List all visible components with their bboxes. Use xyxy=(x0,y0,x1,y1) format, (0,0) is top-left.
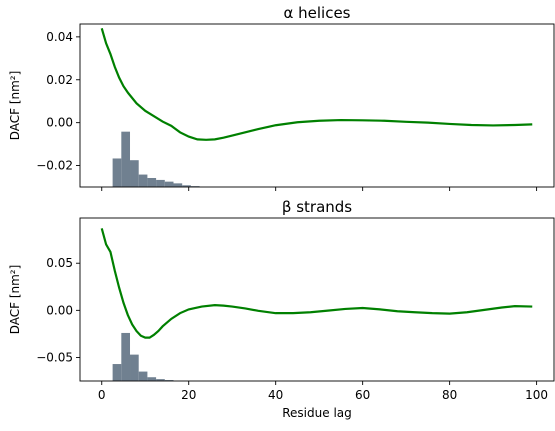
histogram-bars xyxy=(112,332,174,381)
histogram-bar xyxy=(121,332,131,381)
panel-beta-strands: β strands 0.05 0.00 −0.05 0 20 40 60 80 100 DAC… xyxy=(8,198,555,420)
y-tick-label: 0.00 xyxy=(46,116,73,130)
histogram-bar xyxy=(147,177,157,187)
y-tick-label: −0.02 xyxy=(36,159,73,173)
y-tick-label: 0.00 xyxy=(46,303,73,317)
histogram-bar xyxy=(112,158,122,187)
x-tick-label: 60 xyxy=(355,388,370,402)
y-axis-label: DACF [nm²] xyxy=(8,265,22,335)
histogram-bar xyxy=(164,181,174,187)
y-axis: 0.04 0.02 0.00 −0.02 xyxy=(36,30,80,173)
panel-alpha-helices: α helices 0.04 0.02 0.00 −0.02 DACF [nm²] xyxy=(8,4,555,191)
y-axis: 0.05 0.00 −0.05 xyxy=(36,256,80,364)
y-axis-label: DACF [nm²] xyxy=(8,71,22,141)
plot-frame xyxy=(79,217,555,382)
histogram-bar xyxy=(121,131,131,187)
series-line xyxy=(100,27,533,141)
x-tick-label: 80 xyxy=(442,388,457,402)
y-tick-label: 0.02 xyxy=(46,73,73,87)
chart-title: α helices xyxy=(283,4,350,22)
x-axis-label: Residue lag xyxy=(282,406,352,420)
y-tick-label: 0.05 xyxy=(46,256,73,270)
histogram-bar xyxy=(130,160,139,187)
histogram-bar xyxy=(138,174,148,187)
histogram-bar xyxy=(147,377,157,381)
histogram-bar xyxy=(164,380,174,381)
series-line xyxy=(100,228,533,339)
x-axis xyxy=(101,187,538,191)
chart-title: β strands xyxy=(282,198,352,216)
y-tick-label: −0.05 xyxy=(36,350,73,364)
histogram-bar xyxy=(182,185,191,187)
x-tick-label: 40 xyxy=(268,388,283,402)
y-tick-label: 0.04 xyxy=(46,30,73,44)
x-axis: 0 20 40 60 80 100 xyxy=(98,381,548,402)
plot-frame xyxy=(79,23,555,188)
x-tick-label: 20 xyxy=(181,388,196,402)
histogram-bar xyxy=(173,183,183,187)
x-tick-label: 100 xyxy=(525,388,548,402)
histogram-bar xyxy=(138,371,148,381)
histogram-bar xyxy=(156,179,165,187)
x-tick-label: 0 xyxy=(98,388,106,402)
histogram-bar xyxy=(112,364,122,381)
histogram-bar xyxy=(156,379,165,381)
histogram-bars xyxy=(112,131,200,187)
histogram-bar xyxy=(130,354,139,381)
